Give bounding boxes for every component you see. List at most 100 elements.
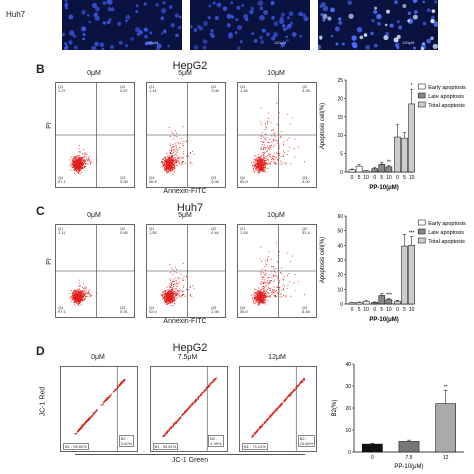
panelB-chart-ytick-label: 0	[340, 170, 343, 176]
nucleus-dot	[82, 37, 85, 41]
nucleus-dot	[106, 0, 112, 5]
panelC-quadrant-q4-value: Q4 92.0	[149, 305, 157, 314]
panelD-chart-ytick-label: 40	[345, 362, 351, 368]
panelC-chart-significance-marker: ***	[386, 292, 392, 298]
nucleus-dot	[212, 1, 216, 5]
nucleus-dot	[373, 43, 378, 48]
panelC-chart-bar	[385, 299, 393, 305]
nucleus-dot	[88, 20, 91, 24]
nucleus-dot	[393, 37, 399, 43]
nucleus-dot	[102, 21, 106, 25]
panelB-chart-ylabel: Apoptosis cell(%)	[320, 103, 326, 149]
nucleus-dot	[73, 45, 78, 50]
panelC-quadrant-q4-value: Q4 58.5	[240, 305, 248, 314]
panelD-chart-ytick-label: 10	[345, 428, 351, 434]
nucleus-dot	[108, 17, 112, 22]
nucleus-dot	[226, 13, 232, 19]
nucleus-dot	[148, 41, 153, 46]
nucleus-dot	[395, 42, 400, 47]
nucleus-dot	[227, 33, 233, 39]
nucleus-dot	[190, 25, 193, 29]
nucleus-dot	[374, 6, 378, 10]
panel-letter-c: C	[36, 204, 45, 218]
nucleus-dot	[160, 32, 164, 35]
nucleus-dot	[99, 42, 105, 48]
panelC-chart-ylabel: Apoptosis cell(%)	[320, 237, 326, 283]
nucleus-dot	[431, 9, 436, 13]
panel-d-x-axis-line	[75, 454, 305, 455]
nucleus-dot	[285, 27, 289, 30]
fluorescence-image-1: 100μM	[62, 0, 182, 50]
nucleus-dot	[235, 18, 239, 22]
panelB-scatter-dots	[56, 83, 134, 187]
nucleus-dot	[94, 41, 99, 47]
nucleus-dot	[398, 25, 403, 30]
nucleus-dot	[125, 19, 128, 23]
nucleus-dot	[63, 46, 68, 50]
panelC-chart-significance-marker: ***	[409, 231, 415, 237]
panelD-chart-significance-marker: **	[444, 384, 448, 390]
panelB-quadrant-q3-value: Q3 0.98	[211, 175, 219, 184]
panelB-chart-significance-marker: *	[411, 83, 413, 89]
nucleus-dot	[208, 4, 212, 8]
nucleus-dot	[117, 21, 122, 26]
nucleus-dot	[237, 46, 241, 50]
panelB-chart-xtick-label: 0	[396, 175, 399, 181]
nucleus-dot	[94, 12, 99, 17]
panelD-jc1-plot-3: B1 : 75.14% B2 : 24.86%	[239, 366, 317, 452]
panelC-chart-xtick-label: 0	[373, 307, 376, 313]
panelB-chart-ytick-label: 15	[337, 115, 343, 121]
panelB-chart-xtick-label: 0	[373, 175, 376, 181]
panelB-quadrant-q2-value: Q2 1.06	[211, 84, 219, 93]
panelB-quadrant-q2-value: Q2 4.26	[302, 84, 310, 93]
panelC-chart-legend-swatch	[417, 219, 426, 226]
nucleus-dot	[162, 0, 166, 5]
panelC-chart-xtick-label: 5	[358, 307, 361, 313]
panelD-jc1-plot-1: B1 : 96.60% B2 : 3.40%	[60, 366, 138, 452]
nucleus-dot	[430, 18, 435, 24]
nucleus-dot	[94, 15, 100, 21]
nucleus-dot	[299, 35, 303, 38]
nucleus-dot	[263, 10, 269, 16]
nucleus-dot	[281, 24, 286, 28]
nucleus-dot	[434, 0, 438, 4]
nucleus-dot	[236, 5, 241, 10]
nucleus-dot	[81, 26, 87, 32]
nucleus-dot	[68, 40, 73, 45]
panelB-quadrant-q1-value: Q1 1.27	[58, 84, 66, 93]
panelB-chart-bar	[355, 165, 363, 173]
nucleus-dot	[125, 14, 131, 20]
panelB-chart-legend-swatch	[417, 83, 426, 90]
nucleus-dot	[167, 44, 171, 48]
nucleus-dot	[193, 45, 199, 50]
panel-c-flow-plots: 0μM Q1 1.11 Q2 0.85 Q3 0.91 Q4 97.1 5μM Q1 1.5…	[55, 212, 317, 318]
nucleus-dot	[64, 6, 68, 10]
nucleus-dot	[138, 30, 144, 35]
nucleus-dot	[356, 26, 363, 33]
panelB-scatter-plot-2: Q1 1.41 Q2 1.06 Q3 0.98 Q4 96.5	[146, 82, 226, 188]
nucleus-dot	[426, 38, 431, 44]
panelC-scatter-dots	[147, 225, 225, 317]
panelB-scatter-dots	[238, 83, 316, 187]
panelC-quadrant-q3-value: Q3 6.48	[302, 305, 310, 314]
nucleus-dot	[110, 7, 115, 12]
nucleus-dot	[334, 26, 340, 32]
panelC-chart-xtick-label: 10	[386, 307, 392, 313]
nucleus-dot	[253, 38, 258, 43]
panelD-chart-bar	[435, 403, 457, 453]
panelB-quadrant-q4-value: Q4 89.9	[240, 175, 248, 184]
nucleus-dot	[433, 21, 438, 27]
panelC-quadrant-q1-value: Q1 1.55	[149, 226, 157, 235]
nucleus-dot	[239, 40, 243, 44]
panelB-chart-bar	[348, 169, 356, 173]
panelB-chart-bar	[385, 166, 393, 173]
panelC-chart-ytick-label: 50	[337, 229, 343, 235]
nucleus-dot	[64, 2, 69, 7]
panelD-jc1-plot-2: B1 : 95.61% B2 : 4.39%	[149, 366, 228, 452]
panelC-quadrant-q2-value: Q2 0.85	[120, 226, 128, 235]
panelB-chart-bar	[371, 168, 379, 173]
panel-d-bar-chart: B2(%) 0 10 20 30 40 0 7.5 12 ** PP-10(μM)	[332, 362, 464, 470]
nucleus-dot	[347, 0, 353, 6]
